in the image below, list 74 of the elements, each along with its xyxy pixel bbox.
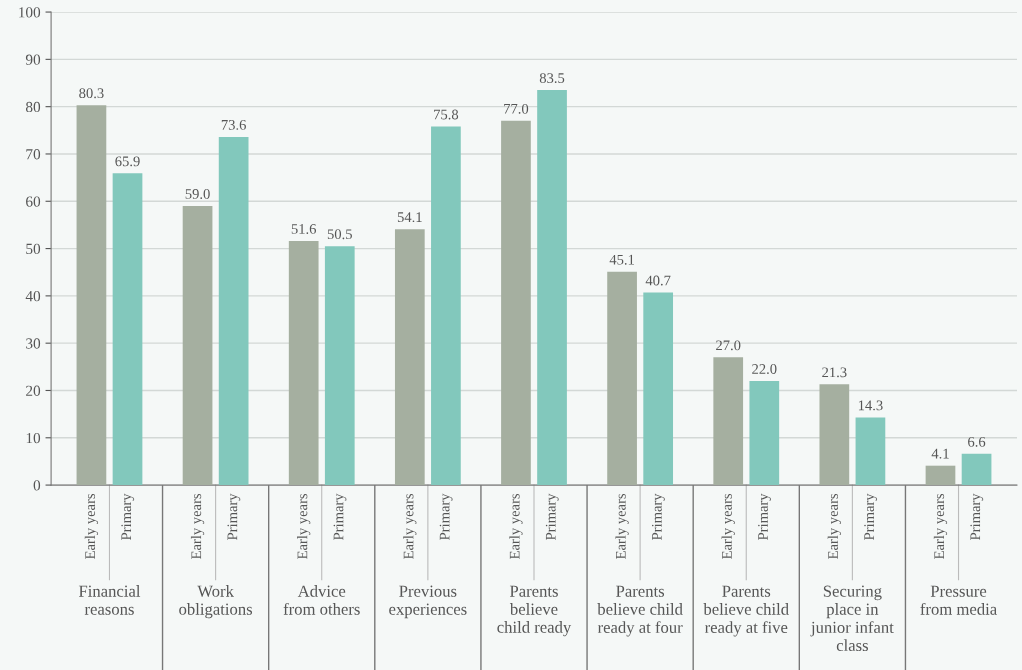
- data-label: 6.6: [968, 436, 986, 447]
- data-label: 50.5: [327, 229, 352, 240]
- x-tick-label: Parents believe child ready at four: [597, 585, 683, 637]
- bar: [749, 381, 780, 486]
- text: Early years: [84, 493, 99, 559]
- data-label: 75.8: [434, 109, 459, 120]
- text: Early years: [190, 493, 205, 559]
- bar: [855, 417, 886, 486]
- bar: [76, 105, 107, 486]
- data-label: 51.6: [291, 224, 317, 234]
- text: Early years: [403, 493, 417, 559]
- bar: [431, 126, 461, 486]
- x-tick-label: Financial reasons: [78, 585, 141, 615]
- data-label: 45.1: [609, 254, 634, 265]
- text: Primary: [970, 493, 984, 540]
- data-label: 40.7: [645, 275, 671, 286]
- x-tick-label: Pressure from media: [920, 585, 997, 615]
- data-label: 59.0: [185, 189, 210, 199]
- text: Primary: [758, 493, 771, 540]
- bar: [394, 229, 425, 486]
- y-tick-label: 90: [25, 54, 41, 65]
- text: Early years: [933, 493, 948, 559]
- y-tick-label: 30: [26, 338, 41, 349]
- y-tick-label: 80: [25, 101, 41, 113]
- bar: [501, 120, 531, 486]
- bar: [112, 173, 143, 486]
- text: Early years: [509, 493, 523, 559]
- text: Primary: [545, 493, 559, 540]
- bar: [218, 136, 249, 486]
- y-tick-label: 10: [26, 432, 41, 444]
- data-label: 14.3: [858, 400, 883, 411]
- bar: [182, 206, 213, 486]
- data-label: 77.0: [504, 103, 529, 114]
- bar: [607, 271, 637, 486]
- y-tick-label: 0: [33, 480, 41, 491]
- text: Early years: [721, 493, 735, 559]
- bar: [961, 453, 992, 486]
- data-label: 65.9: [115, 156, 140, 167]
- y-tick-label: 40: [25, 291, 41, 302]
- x-tick-label: Parents believe child ready: [497, 585, 572, 637]
- bar: [643, 292, 674, 486]
- text: Primary: [864, 493, 878, 540]
- bar: [819, 384, 850, 486]
- bar: [713, 357, 744, 486]
- data-label: 21.3: [822, 367, 847, 378]
- data-label: 54.1: [397, 212, 422, 223]
- text: Early years: [615, 493, 629, 559]
- x-tick-label: Parents believe child ready at five: [703, 585, 789, 637]
- text: Primary: [651, 493, 665, 540]
- text: Primary: [121, 493, 135, 540]
- x-tick-label: Securing place in junior infant class: [810, 585, 894, 652]
- x-tick-label: Work obligations: [179, 585, 253, 619]
- bar: [537, 90, 567, 486]
- text: Early years: [297, 493, 311, 559]
- bar: [925, 465, 956, 486]
- y-tick-label: 50: [26, 243, 41, 255]
- y-tick-label: 70: [26, 149, 41, 160]
- bar: [288, 241, 319, 486]
- data-label: 83.5: [539, 73, 565, 84]
- y-tick-label: 100: [19, 7, 41, 18]
- data-label: 22.0: [752, 364, 777, 374]
- bar: [324, 246, 355, 486]
- x-tick-label: Previous experiences: [389, 585, 467, 619]
- y-tick-label: 20: [26, 385, 41, 396]
- data-label: 27.0: [716, 340, 741, 351]
- x-tick-label: Advice from others: [283, 585, 360, 615]
- text: Primary: [439, 493, 453, 540]
- text: Primary: [333, 493, 347, 540]
- data-label: 4.1: [931, 448, 949, 459]
- text: Early years: [827, 493, 841, 559]
- data-label: 73.6: [221, 120, 246, 130]
- y-tick-label: 60: [26, 196, 41, 207]
- text: Primary: [227, 493, 241, 540]
- data-label: 80.3: [79, 88, 104, 99]
